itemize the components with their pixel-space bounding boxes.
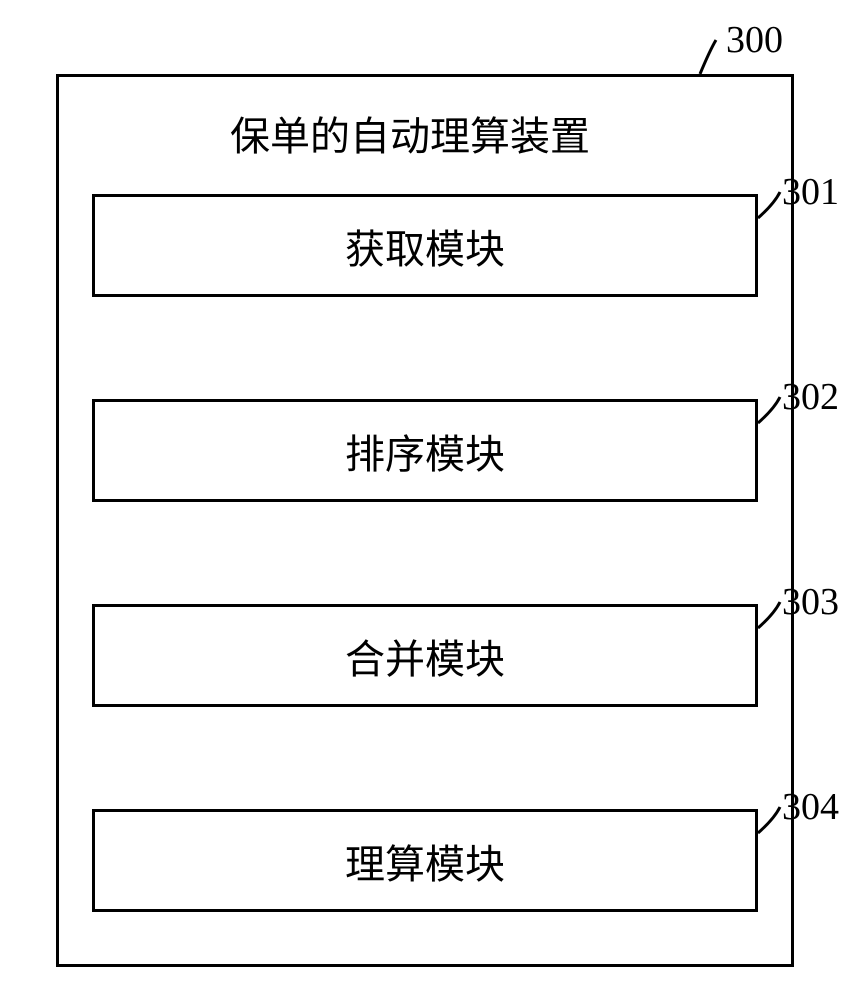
module-sort-label: 302	[782, 375, 839, 419]
container-label: 300	[726, 18, 783, 62]
module-merge: 合并模块	[92, 604, 758, 707]
diagram-title: 保单的自动理算装置	[230, 104, 590, 162]
module-sort-text: 排序模块	[345, 422, 505, 480]
module-adjust: 理算模块	[92, 809, 758, 912]
module-sort: 排序模块	[92, 399, 758, 502]
module-acquire: 获取模块	[92, 194, 758, 297]
module-adjust-label: 304	[782, 785, 839, 829]
module-adjust-text: 理算模块	[345, 832, 505, 890]
module-acquire-label: 301	[782, 170, 839, 214]
module-merge-label: 303	[782, 580, 839, 624]
module-merge-text: 合并模块	[345, 627, 505, 685]
module-acquire-text: 获取模块	[345, 217, 505, 275]
